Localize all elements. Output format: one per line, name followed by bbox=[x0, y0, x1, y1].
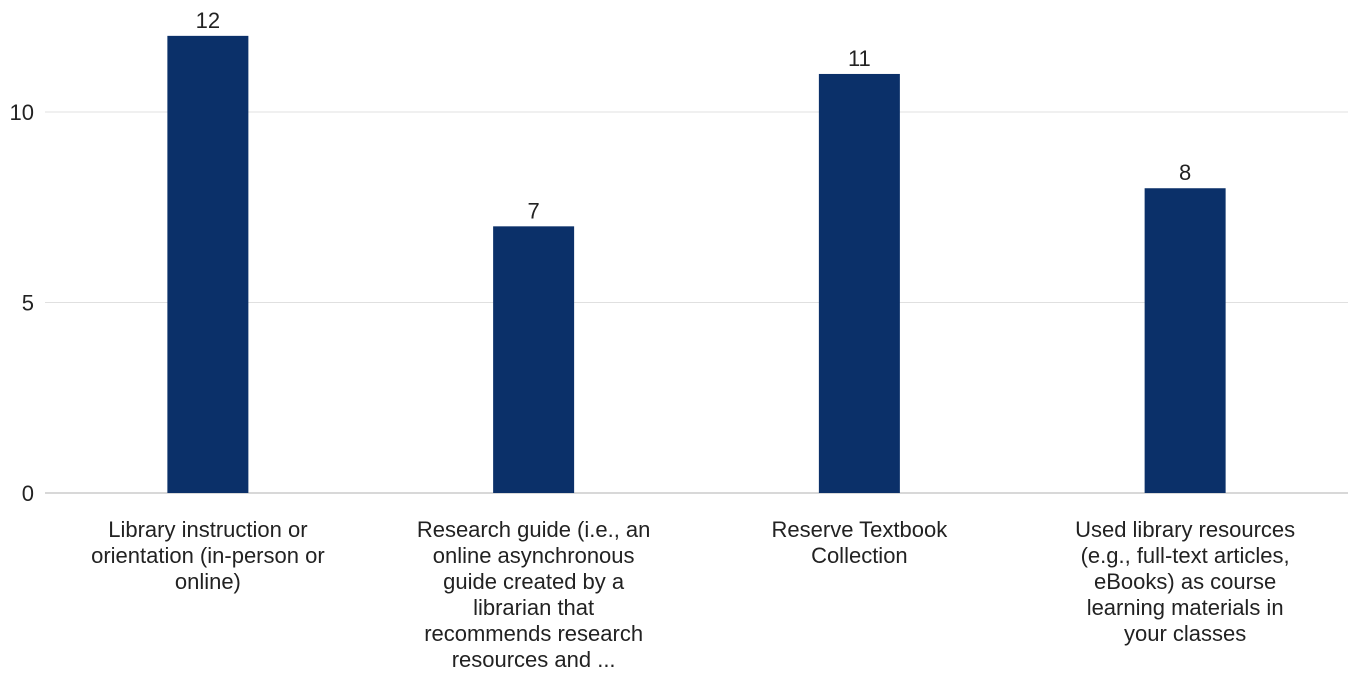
x-category-label: Research guide (i.e., an online asynchron… bbox=[417, 517, 651, 672]
x-category-label: Used library resources (e.g., full-text a… bbox=[1075, 517, 1295, 646]
x-category-label: Library instruction or orientation (in-pe… bbox=[91, 517, 325, 594]
bar bbox=[493, 226, 575, 494]
bar-layer bbox=[167, 35, 1226, 494]
label-layer: 0 5 10 12 Library instruction or orientation … bbox=[10, 8, 1296, 672]
x-category-label-line: librarian that bbox=[473, 595, 594, 620]
y-tick-label: 0 bbox=[22, 481, 34, 506]
data-label: 8 bbox=[1179, 160, 1191, 185]
y-tick-label: 10 bbox=[10, 100, 34, 125]
x-category-label-line: guide created by a bbox=[443, 569, 625, 594]
x-category-label-line: your classes bbox=[1124, 621, 1246, 646]
bar bbox=[1144, 188, 1226, 493]
x-category-label-line: learning materials in bbox=[1087, 595, 1284, 620]
bar bbox=[167, 35, 249, 493]
y-tick-label: 5 bbox=[22, 291, 34, 316]
x-category-label-line: recommends research bbox=[424, 621, 643, 646]
x-category-label-line: Research guide (i.e., an bbox=[417, 517, 651, 542]
x-category-label-line: Reserve Textbook bbox=[772, 517, 949, 542]
data-label: 7 bbox=[528, 198, 540, 223]
grid-layer bbox=[45, 111, 1348, 494]
x-category-label-line: resources and ... bbox=[452, 647, 616, 672]
x-category-label-line: eBooks) as course bbox=[1094, 569, 1276, 594]
data-label: 11 bbox=[848, 46, 871, 71]
x-category-label-line: orientation (in-person or bbox=[91, 543, 325, 568]
x-category-label-line: Used library resources bbox=[1075, 517, 1295, 542]
bar bbox=[818, 73, 900, 493]
x-category-label-line: Library instruction or bbox=[108, 517, 307, 542]
x-category-label-line: online) bbox=[175, 569, 241, 594]
data-label: 12 bbox=[196, 8, 220, 33]
x-category-label-line: (e.g., full-text articles, bbox=[1081, 543, 1290, 568]
x-category-label-line: Collection bbox=[811, 543, 908, 568]
x-category-label-line: online asynchronous bbox=[433, 543, 635, 568]
x-category-label: Reserve Textbook Collection bbox=[772, 517, 949, 568]
